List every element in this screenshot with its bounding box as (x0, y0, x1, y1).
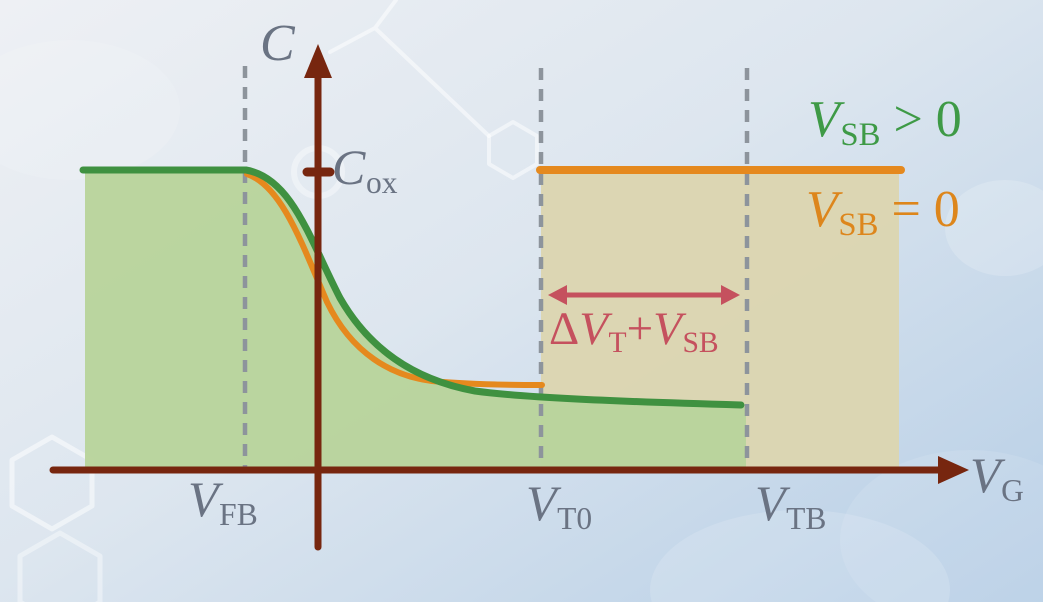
legend-vsb-zero-rest: = 0 (878, 181, 960, 238)
delta-v1: V (579, 303, 608, 355)
x-tick-label-vt0: VT0 (526, 478, 592, 534)
molecule-bond-lines (328, 0, 491, 138)
legend-vsb-zero-base: V (806, 181, 838, 238)
soft-blob (0, 40, 180, 180)
vsb-positive-area-fill (85, 173, 746, 468)
y-axis-label: C (260, 18, 295, 70)
x-tick-label-vfb: VFB (188, 474, 258, 530)
soft-blob (840, 450, 1043, 602)
x-tick-label-vtb: VTB (755, 478, 826, 534)
y-axis-arrowhead (304, 44, 332, 78)
vsb-positive-curve (79, 166, 745, 409)
cox-label-sub: ox (365, 164, 398, 200)
delta-sym: Δ (549, 303, 580, 355)
legend-vsb-positive: VSB > 0 (808, 94, 962, 152)
x-axis-arrowhead (938, 456, 969, 484)
delta-s2: SB (682, 326, 719, 359)
legend-vsb-zero-sub: SB (838, 206, 879, 243)
legend-vsb-positive-sub: SB (840, 116, 881, 153)
delta-vt-annotation-label: ΔVT+VSB (549, 306, 719, 359)
vt0-sub: T0 (557, 500, 593, 536)
x-axis-label: VG (970, 450, 1024, 506)
delta-s1: T (608, 326, 627, 359)
cox-label: Cox (332, 142, 397, 198)
axes (49, 44, 969, 551)
double-arrow-left-head (548, 285, 567, 305)
y-axis-label-text: C (260, 15, 295, 72)
soft-blob (650, 510, 950, 602)
delta-vt-arrow (548, 285, 740, 305)
vg-sub: G (1001, 472, 1024, 508)
vfb-sub: FB (219, 496, 258, 532)
hexagon-watermark (9, 434, 95, 532)
hexagon-watermark (487, 120, 539, 180)
hexagon-watermark (17, 530, 103, 602)
delta-v2: V (653, 303, 682, 355)
vfb-base: V (188, 471, 219, 527)
vsb-zero-curve-depletion (244, 171, 545, 388)
soft-blob (945, 180, 1043, 276)
double-arrow-right-head (721, 285, 740, 305)
vt0-base: V (526, 475, 557, 531)
vtb-base: V (755, 475, 786, 531)
legend-vsb-positive-base: V (808, 91, 840, 148)
legend-vsb-zero: VSB = 0 (806, 184, 960, 242)
legend-vsb-positive-rest: > 0 (880, 91, 962, 148)
vg-base: V (970, 447, 1001, 503)
vtb-sub: TB (786, 500, 827, 536)
delta-plus: + (626, 303, 654, 355)
cox-label-base: C (332, 139, 366, 195)
